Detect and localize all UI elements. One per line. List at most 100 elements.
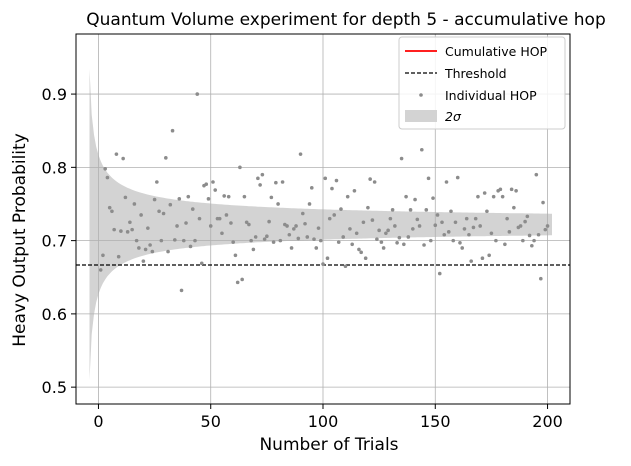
individual-hop-point <box>368 177 372 181</box>
individual-hop-point <box>433 223 438 228</box>
individual-hop-point <box>530 243 534 248</box>
individual-hop-point <box>498 187 503 192</box>
two-sigma-band <box>89 69 552 380</box>
individual-hop-point <box>103 167 107 171</box>
y-tick-label: 0.8 <box>42 158 67 177</box>
individual-hop-point <box>518 224 523 228</box>
x-tick-label: 100 <box>308 412 339 431</box>
individual-hop-point <box>341 235 346 239</box>
individual-hop-point <box>141 259 146 263</box>
individual-hop-point <box>213 188 218 192</box>
legend-individual-hop-swatch <box>419 93 423 97</box>
individual-hop-point <box>253 235 258 239</box>
individual-hop-point <box>170 128 175 133</box>
individual-hop-point <box>294 224 298 228</box>
individual-hop-point <box>397 235 402 240</box>
individual-hop-point <box>229 221 233 225</box>
individual-hop-point <box>507 230 512 234</box>
individual-hop-point <box>307 202 312 206</box>
individual-hop-point <box>471 225 476 230</box>
individual-hop-point <box>278 238 283 243</box>
individual-hop-point <box>179 288 184 293</box>
individual-hop-point <box>184 221 188 225</box>
individual-hop-point <box>363 256 368 260</box>
individual-hop-point <box>442 232 447 237</box>
individual-hop-point <box>309 186 314 190</box>
individual-hop-point <box>509 187 514 192</box>
individual-hop-point <box>523 219 527 224</box>
individual-hop-point <box>455 175 460 180</box>
individual-hop-point <box>467 232 471 237</box>
individual-hop-point <box>101 253 105 258</box>
x-tick-label: 0 <box>93 412 103 431</box>
individual-hop-point <box>186 194 191 199</box>
individual-hop-point <box>536 232 541 237</box>
individual-hop-point <box>462 227 467 231</box>
individual-hop-point <box>491 194 496 199</box>
individual-hop-point <box>267 219 271 224</box>
individual-hop-point <box>339 207 343 211</box>
individual-hop-point <box>352 188 357 193</box>
individual-hop-point <box>112 227 116 232</box>
individual-hop-point <box>487 253 491 258</box>
individual-hop-point <box>428 238 433 243</box>
individual-hop-point <box>478 224 482 228</box>
legend-box <box>398 36 566 130</box>
individual-hop-point <box>206 197 211 201</box>
individual-hop-point <box>220 231 224 236</box>
individual-hop-point <box>379 240 384 244</box>
individual-hop-point <box>132 202 137 206</box>
individual-hop-point <box>123 195 128 200</box>
individual-hop-point <box>377 228 381 233</box>
individual-hop-point <box>166 249 170 254</box>
individual-hop-point <box>175 224 179 228</box>
individual-hop-point <box>388 216 393 221</box>
x-tick-label: 200 <box>532 412 563 431</box>
individual-hop-point <box>494 238 498 243</box>
individual-hop-point <box>543 227 548 232</box>
individual-hop-point <box>426 176 431 181</box>
individual-hop-point <box>105 175 110 180</box>
individual-hop-point <box>271 240 276 244</box>
individual-hop-point <box>336 240 341 244</box>
individual-hop-point <box>98 268 103 272</box>
individual-hop-point <box>148 243 152 247</box>
individual-hop-point <box>413 197 417 202</box>
individual-hop-point <box>532 238 536 243</box>
individual-hop-point <box>121 156 125 161</box>
individual-hop-point <box>199 261 204 266</box>
two-sigma-band-area <box>89 69 552 380</box>
individual-hop-point <box>150 249 155 254</box>
individual-hop-point <box>168 202 173 207</box>
legend-threshold-label: Threshold <box>444 66 507 81</box>
individual-hop-point <box>285 224 289 228</box>
individual-hop-point <box>276 202 280 206</box>
individual-hop-point <box>287 232 292 237</box>
individual-hop-point <box>197 216 202 221</box>
individual-hop-point <box>296 236 301 241</box>
individual-hop-point <box>343 264 348 269</box>
individual-hop-point <box>525 214 530 219</box>
individual-hop-point <box>300 211 305 216</box>
individual-hop-point <box>222 194 226 198</box>
individual-hop-point <box>424 208 429 212</box>
x-tick-label: 50 <box>201 412 221 431</box>
individual-hop-point <box>512 205 516 210</box>
individual-hop-point <box>514 188 518 193</box>
individual-hop-point <box>381 246 386 250</box>
individual-hop-point <box>204 182 209 186</box>
individual-hop-point <box>323 176 328 181</box>
individual-hop-point <box>464 216 469 221</box>
individual-hop-point <box>226 194 231 199</box>
individual-hop-point <box>134 238 139 243</box>
individual-hop-point <box>161 211 166 216</box>
individual-hop-point <box>159 238 164 243</box>
individual-hop-point <box>402 242 406 247</box>
individual-hop-point <box>274 180 278 185</box>
individual-hop-point <box>534 172 539 177</box>
individual-hop-point <box>289 246 294 250</box>
individual-hop-points <box>98 92 550 293</box>
y-tick-label: 0.7 <box>42 232 67 251</box>
individual-hop-point <box>231 240 235 244</box>
